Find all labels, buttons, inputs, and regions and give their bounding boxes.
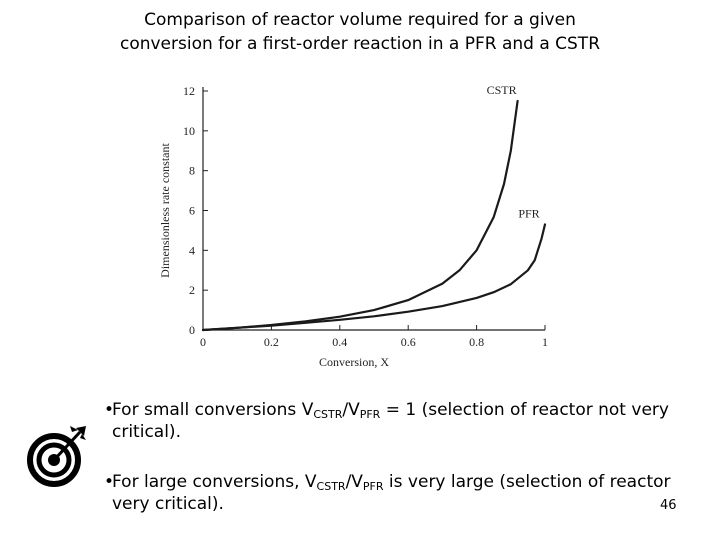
chart-labels: Conversion, X Dimensionless rate constant…: [158, 83, 540, 369]
page-number: 46: [660, 498, 677, 513]
bullet-text-post: is very large (selection of reactor very…: [112, 472, 671, 514]
bullet-text-mid: /V: [345, 472, 363, 492]
chart-series: [201, 99, 547, 332]
bullet-text-pre: For large conversions, V: [112, 472, 317, 492]
y-tick-label: 10: [183, 124, 195, 138]
subscript-cstr: CSTR: [316, 480, 346, 493]
bullet-text-post: = 1 (selection of reactor not very criti…: [112, 400, 669, 442]
y-tick-label: 8: [189, 164, 195, 178]
bullet-dot: •: [104, 400, 115, 420]
bullet-dot: •: [104, 472, 115, 492]
x-tick-label: 0.8: [469, 335, 484, 349]
bullet-small-conversion: • For small conversions VCSTR/VPFR = 1 (…: [104, 399, 697, 443]
series-label-pfr: PFR: [518, 206, 539, 220]
y-tick-label: 0: [189, 323, 195, 337]
bullet-text-mid: /V: [342, 400, 360, 420]
slide-title: Comparison of reactor volume required fo…: [60, 8, 660, 56]
subscript-pfr: PFR: [362, 480, 384, 493]
y-tick-label: 12: [183, 84, 195, 98]
y-tick-label: 6: [189, 204, 195, 218]
series-line-pfr: [201, 223, 547, 332]
target-icon: [27, 426, 86, 487]
y-tick-label: 2: [189, 283, 195, 297]
y-axis-label: Dimensionless rate constant: [158, 143, 172, 278]
subscript-cstr: CSTR: [313, 408, 343, 421]
x-tick-label: 1: [542, 335, 548, 349]
x-tick-label: 0.4: [332, 335, 347, 349]
series-line-cstr: [201, 99, 519, 332]
title-line-1: Comparison of reactor volume required fo…: [144, 10, 576, 30]
bullet-text-pre: For small conversions V: [112, 400, 314, 420]
x-axis-label: Conversion, X: [319, 355, 389, 369]
x-tick-label: 0.2: [264, 335, 279, 349]
bullet-large-conversion: • For large conversions, VCSTR/VPFR is v…: [104, 471, 697, 515]
series-label-cstr: CSTR: [487, 83, 517, 97]
x-tick-label: 0: [200, 335, 206, 349]
subscript-pfr: PFR: [359, 408, 381, 421]
x-tick-label: 0.6: [401, 335, 416, 349]
title-line-2: conversion for a first-order reaction in…: [119, 34, 601, 54]
y-tick-label: 4: [189, 243, 195, 257]
